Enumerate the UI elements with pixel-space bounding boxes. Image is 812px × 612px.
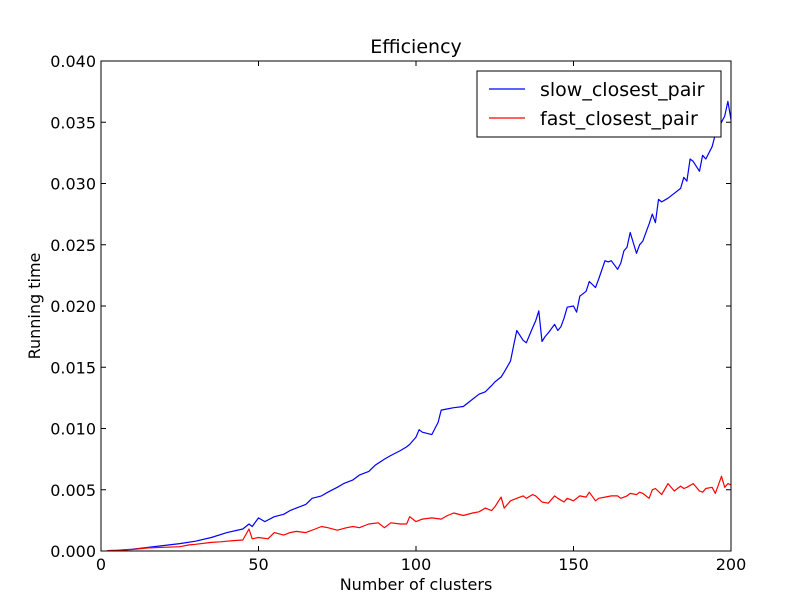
x-tick-label: 150 bbox=[558, 555, 589, 574]
series-line-slow-closest-pair bbox=[107, 100, 732, 552]
x-tick-label: 0 bbox=[96, 555, 106, 574]
y-axis-label: Running time bbox=[25, 253, 44, 360]
y-tick-label: 0.025 bbox=[50, 236, 96, 255]
x-axis-label: Number of clusters bbox=[340, 575, 493, 594]
legend-label: fast_closest_pair bbox=[540, 108, 698, 130]
axis-ticks: 0 50 100 150 200 0.000 0.005 0.010 0.015 0.020 0.0… bbox=[50, 52, 746, 574]
y-tick-label: 0.010 bbox=[50, 420, 96, 439]
legend-box bbox=[476, 70, 722, 138]
y-tick-label: 0.015 bbox=[50, 358, 96, 377]
legend: slow_closest_pair fast_closest_pair bbox=[476, 70, 722, 138]
y-tick-label: 0.040 bbox=[50, 52, 96, 71]
legend-label: slow_closest_pair bbox=[540, 79, 705, 101]
series-line-fast-closest-pair bbox=[107, 475, 732, 552]
y-tick-label: 0.020 bbox=[50, 297, 96, 316]
plot-area bbox=[107, 100, 732, 552]
y-tick-label: 0.005 bbox=[50, 481, 96, 500]
y-tick-label: 0.000 bbox=[50, 542, 96, 561]
x-tick-label: 50 bbox=[248, 555, 268, 574]
y-tick-label: 0.030 bbox=[50, 175, 96, 194]
chart-title: Efficiency bbox=[370, 36, 462, 58]
x-tick-label: 200 bbox=[716, 555, 747, 574]
x-tick-label: 100 bbox=[401, 555, 432, 574]
y-tick-label: 0.035 bbox=[50, 113, 96, 132]
